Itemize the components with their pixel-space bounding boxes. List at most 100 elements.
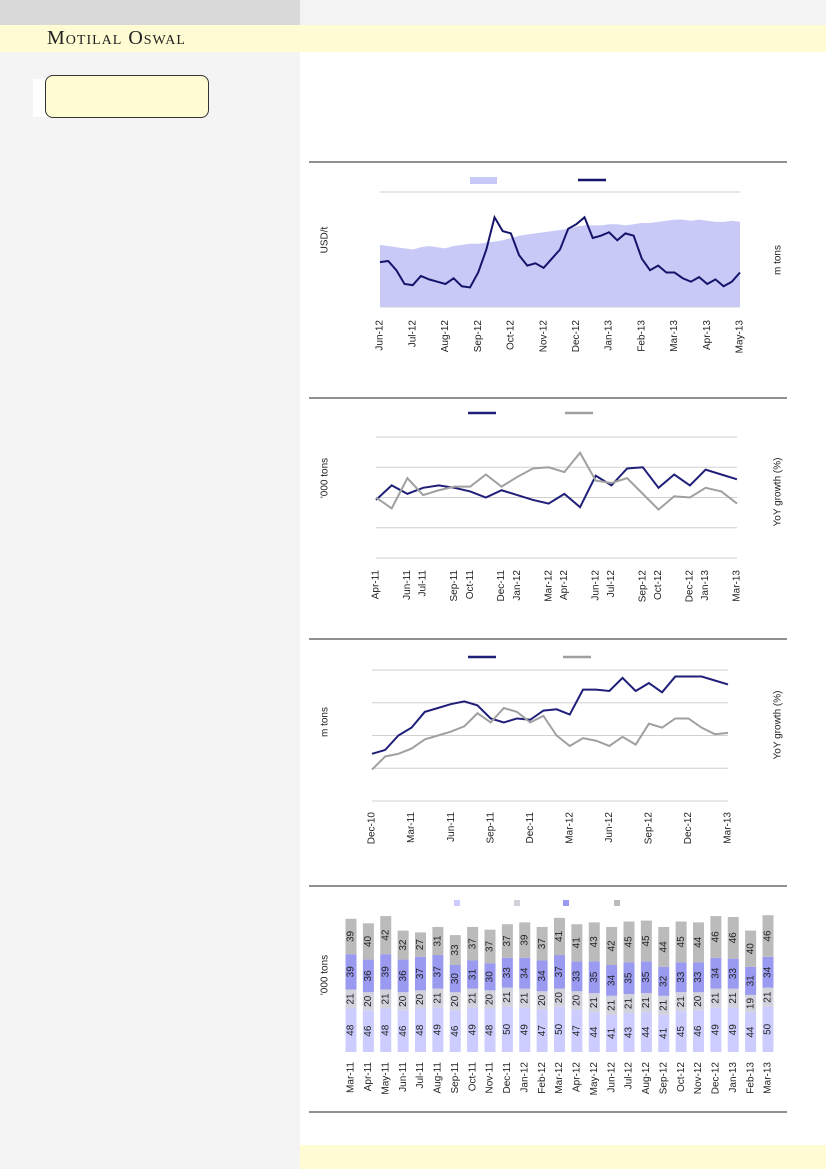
area bbox=[380, 219, 740, 307]
x-tick-label: Jul-12 bbox=[606, 570, 617, 598]
x-tick-label: Aug-12 bbox=[641, 1062, 652, 1095]
x-tick-label: Jun-12 bbox=[590, 570, 601, 601]
bar-value-label: 21 bbox=[676, 996, 687, 1008]
bar-segment bbox=[762, 956, 774, 988]
bar-segment bbox=[501, 987, 513, 1007]
x-tick-label: Jul-11 bbox=[415, 1062, 426, 1089]
bar-segment bbox=[640, 993, 652, 1013]
bar-segment bbox=[380, 916, 392, 955]
bar-value-label: 44 bbox=[641, 1026, 652, 1038]
bar-value-label: 37 bbox=[467, 938, 478, 950]
bar-value-label: 31 bbox=[433, 935, 444, 947]
bar-value-label: 21 bbox=[606, 999, 617, 1011]
bar-value-label: 45 bbox=[624, 936, 635, 948]
bar-value-label: 34 bbox=[606, 974, 617, 986]
bar-segment bbox=[693, 1010, 704, 1052]
y2-axis-title: YoY growth (%) bbox=[773, 458, 784, 527]
bar-segment bbox=[640, 961, 652, 994]
bar-segment bbox=[415, 1008, 426, 1052]
bar-segment bbox=[345, 918, 357, 955]
bar-value-label: 39 bbox=[380, 966, 391, 978]
bar-segment bbox=[501, 1006, 513, 1052]
bar-value-label: 21 bbox=[433, 992, 444, 1004]
bar-segment bbox=[640, 1012, 652, 1052]
x-tick-label: Mar-13 bbox=[763, 1062, 774, 1094]
x-tick-label: Mar-11 bbox=[406, 812, 417, 843]
bar-segment bbox=[345, 954, 357, 990]
bar-segment bbox=[554, 988, 565, 1007]
bar-segment bbox=[432, 988, 444, 1008]
bar-value-label: 35 bbox=[589, 971, 600, 983]
bar-value-label: 20 bbox=[554, 992, 565, 1004]
bar-value-label: 33 bbox=[693, 971, 704, 983]
bar-value-label: 46 bbox=[711, 931, 722, 943]
bar-value-label: 47 bbox=[572, 1025, 583, 1037]
bar-value-label: 46 bbox=[693, 1025, 704, 1037]
bar-value-label: 21 bbox=[763, 991, 774, 1003]
x-tick-label: Oct-11 bbox=[467, 1062, 478, 1092]
x-tick-label: Oct-11 bbox=[465, 570, 476, 600]
x-tick-label: Apr-12 bbox=[572, 1062, 583, 1092]
bar-segment bbox=[658, 926, 670, 967]
bar-value-label: 40 bbox=[363, 935, 374, 947]
x-tick-label: Apr-11 bbox=[371, 570, 382, 600]
bar-value-label: 49 bbox=[467, 1024, 478, 1036]
bar-value-label: 20 bbox=[485, 993, 496, 1005]
x-tick-label: Jun-11 bbox=[402, 570, 413, 600]
bar-value-label: 48 bbox=[415, 1024, 426, 1036]
x-tick-label: Sep-11 bbox=[450, 1062, 461, 1094]
bar-value-label: 42 bbox=[606, 940, 617, 952]
x-tick-label: Nov-11 bbox=[485, 1062, 496, 1094]
x-tick-label: Jun-11 bbox=[398, 1062, 409, 1092]
bar-segment bbox=[588, 922, 600, 962]
x-tick-label: Mar-11 bbox=[346, 1062, 357, 1093]
bar-segment bbox=[745, 1012, 757, 1052]
top-bar-right bbox=[300, 0, 826, 25]
legend-swatch bbox=[563, 900, 569, 906]
bar-segment bbox=[588, 993, 600, 1013]
bar-value-label: 20 bbox=[450, 995, 461, 1007]
bar-segment bbox=[397, 992, 409, 1011]
bar-value-label: 49 bbox=[519, 1024, 530, 1036]
bar-segment bbox=[571, 991, 583, 1010]
bar-value-label: 49 bbox=[728, 1024, 739, 1036]
bar-value-label: 21 bbox=[641, 997, 652, 1009]
bar-value-label: 20 bbox=[537, 994, 548, 1006]
bar-value-label: 39 bbox=[519, 934, 530, 946]
bar-value-label: 20 bbox=[363, 995, 374, 1007]
bar-value-label: 31 bbox=[467, 969, 478, 981]
x-tick-label: Sep-12 bbox=[473, 320, 484, 353]
bar-value-label: 34 bbox=[711, 967, 722, 979]
bar-segment bbox=[675, 1011, 687, 1052]
x-tick-label: Mar-13 bbox=[723, 812, 734, 844]
bar-value-label: 41 bbox=[572, 937, 583, 949]
bar-segment bbox=[467, 926, 479, 961]
bar-segment bbox=[727, 958, 739, 989]
bar-segment bbox=[397, 1010, 409, 1052]
x-tick-label: Oct-12 bbox=[506, 320, 517, 350]
x-tick-label: Jun-11 bbox=[446, 812, 457, 842]
bar-value-label: 35 bbox=[641, 971, 652, 983]
bar-segment bbox=[588, 961, 600, 994]
bar-value-label: 31 bbox=[745, 975, 756, 987]
bar-segment bbox=[467, 988, 479, 1008]
bar-segment bbox=[606, 1014, 618, 1052]
line bbox=[371, 675, 729, 755]
bar-segment bbox=[710, 916, 722, 958]
bar-value-label: 19 bbox=[745, 998, 756, 1010]
bar-value-label: 21 bbox=[589, 997, 600, 1009]
section-box bbox=[45, 75, 209, 118]
bar-value-label: 46 bbox=[450, 1025, 461, 1037]
line bbox=[375, 450, 738, 511]
x-tick-label: Jan-13 bbox=[728, 1062, 739, 1093]
bar-value-label: 21 bbox=[711, 992, 722, 1004]
y-axis-title: '000 tons bbox=[320, 955, 331, 995]
bar-value-label: 33 bbox=[502, 967, 513, 979]
bar-value-label: 46 bbox=[763, 930, 774, 942]
bar-value-label: 40 bbox=[745, 943, 756, 955]
x-tick-label: Apr-12 bbox=[559, 570, 570, 600]
bar-segment bbox=[588, 1012, 600, 1052]
bar-value-label: 34 bbox=[519, 967, 530, 979]
bar-segment bbox=[606, 995, 618, 1015]
